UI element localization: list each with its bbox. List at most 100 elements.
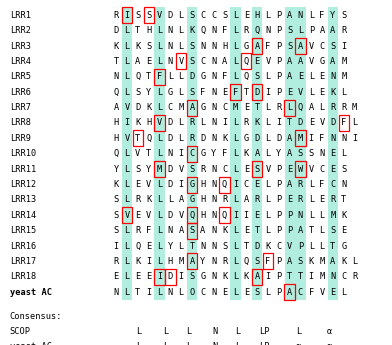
Bar bbox=[252, 146, 262, 161]
Text: T: T bbox=[135, 134, 140, 143]
Text: S: S bbox=[189, 41, 195, 51]
Bar bbox=[230, 85, 241, 100]
Text: LRR13: LRR13 bbox=[10, 195, 36, 204]
Text: A: A bbox=[189, 257, 195, 266]
Bar bbox=[122, 223, 132, 238]
Text: F: F bbox=[265, 41, 270, 51]
Bar bbox=[252, 8, 262, 23]
Text: M: M bbox=[179, 103, 184, 112]
Text: F: F bbox=[319, 11, 325, 20]
Bar bbox=[187, 269, 197, 285]
Text: V: V bbox=[319, 118, 325, 127]
Text: N: N bbox=[330, 134, 336, 143]
Text: I: I bbox=[265, 88, 270, 97]
Text: I: I bbox=[114, 241, 119, 250]
Bar bbox=[230, 53, 241, 69]
Text: L: L bbox=[168, 72, 173, 81]
Text: V: V bbox=[179, 57, 184, 66]
Text: N: N bbox=[168, 226, 173, 235]
Text: E: E bbox=[114, 272, 119, 281]
Text: D: D bbox=[168, 211, 173, 220]
Text: L: L bbox=[179, 11, 184, 20]
Text: L: L bbox=[352, 118, 357, 127]
Bar bbox=[230, 223, 241, 238]
Text: LRR11: LRR11 bbox=[10, 165, 36, 174]
Text: L: L bbox=[124, 241, 130, 250]
Text: N: N bbox=[211, 288, 216, 297]
Bar bbox=[252, 85, 262, 100]
Text: S: S bbox=[222, 11, 227, 20]
Text: L: L bbox=[157, 257, 162, 266]
Text: P: P bbox=[276, 272, 281, 281]
Text: L: L bbox=[309, 241, 314, 250]
Bar bbox=[154, 85, 165, 100]
Bar bbox=[187, 223, 197, 238]
Text: S: S bbox=[254, 257, 260, 266]
Text: F: F bbox=[222, 72, 227, 81]
Text: L: L bbox=[309, 72, 314, 81]
Text: L: L bbox=[163, 327, 168, 336]
Text: C: C bbox=[243, 180, 249, 189]
Text: F: F bbox=[222, 26, 227, 35]
Bar bbox=[328, 161, 338, 177]
Bar bbox=[154, 100, 165, 116]
Bar bbox=[285, 53, 295, 69]
Bar bbox=[154, 115, 165, 131]
Bar bbox=[220, 207, 230, 223]
Bar bbox=[122, 207, 132, 223]
Text: R: R bbox=[254, 195, 260, 204]
Text: S: S bbox=[189, 272, 195, 281]
Text: M: M bbox=[298, 134, 303, 143]
Text: I: I bbox=[179, 272, 184, 281]
Bar bbox=[252, 53, 262, 69]
Bar bbox=[295, 254, 305, 269]
Text: G: G bbox=[200, 103, 205, 112]
Bar bbox=[252, 115, 262, 131]
Bar bbox=[328, 223, 338, 238]
Bar bbox=[187, 100, 197, 116]
Bar bbox=[252, 161, 262, 177]
Bar bbox=[285, 284, 295, 300]
Text: L: L bbox=[265, 72, 270, 81]
Text: P: P bbox=[309, 26, 314, 35]
Text: L: L bbox=[287, 103, 292, 112]
Bar bbox=[328, 69, 338, 85]
Text: E: E bbox=[319, 195, 325, 204]
Text: α: α bbox=[327, 327, 332, 336]
Bar bbox=[295, 177, 305, 193]
Text: T: T bbox=[135, 288, 140, 297]
Bar bbox=[295, 53, 305, 69]
Text: Q: Q bbox=[222, 211, 227, 220]
Bar bbox=[187, 38, 197, 54]
Text: D: D bbox=[168, 180, 173, 189]
Bar bbox=[165, 269, 176, 285]
Text: N: N bbox=[168, 288, 173, 297]
Text: R: R bbox=[114, 257, 119, 266]
Bar bbox=[154, 254, 165, 269]
Bar bbox=[187, 284, 197, 300]
Text: A: A bbox=[287, 180, 292, 189]
Text: N: N bbox=[211, 57, 216, 66]
Text: L: L bbox=[157, 41, 162, 51]
Bar bbox=[176, 53, 187, 69]
Text: V: V bbox=[157, 118, 162, 127]
Text: Q: Q bbox=[254, 26, 260, 35]
Text: LRR9: LRR9 bbox=[10, 134, 31, 143]
Bar bbox=[187, 8, 197, 23]
Text: E: E bbox=[341, 226, 347, 235]
Text: LRR10: LRR10 bbox=[10, 149, 36, 158]
Text: S: S bbox=[330, 226, 336, 235]
Text: N: N bbox=[330, 72, 336, 81]
Text: E: E bbox=[330, 288, 336, 297]
Text: N: N bbox=[330, 272, 336, 281]
Text: L: L bbox=[233, 288, 238, 297]
Text: LRR2: LRR2 bbox=[10, 26, 31, 35]
Bar bbox=[295, 146, 305, 161]
Text: L: L bbox=[157, 226, 162, 235]
Text: M: M bbox=[179, 257, 184, 266]
Text: E: E bbox=[319, 88, 325, 97]
Bar bbox=[285, 100, 295, 116]
Text: H: H bbox=[114, 134, 119, 143]
Bar bbox=[252, 161, 262, 177]
Bar bbox=[295, 192, 305, 208]
